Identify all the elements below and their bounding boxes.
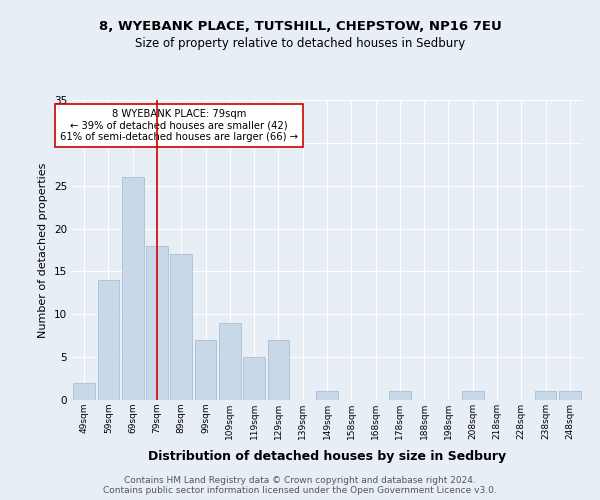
Text: Size of property relative to detached houses in Sedbury: Size of property relative to detached ho…	[135, 38, 465, 51]
Bar	[243, 357, 265, 400]
Y-axis label: Number of detached properties: Number of detached properties	[38, 162, 49, 338]
X-axis label: Distribution of detached houses by size in Sedbury: Distribution of detached houses by size …	[148, 450, 506, 464]
Bar	[389, 392, 411, 400]
Bar	[122, 177, 143, 400]
Text: 8, WYEBANK PLACE, TUTSHILL, CHEPSTOW, NP16 7EU: 8, WYEBANK PLACE, TUTSHILL, CHEPSTOW, NP…	[98, 20, 502, 33]
Bar	[73, 383, 95, 400]
Bar	[268, 340, 289, 400]
Bar	[559, 392, 581, 400]
Bar	[316, 392, 338, 400]
Bar	[535, 392, 556, 400]
Text: 8 WYEBANK PLACE: 79sqm
← 39% of detached houses are smaller (42)
61% of semi-det: 8 WYEBANK PLACE: 79sqm ← 39% of detached…	[60, 109, 298, 142]
Bar	[219, 323, 241, 400]
Text: Contains HM Land Registry data © Crown copyright and database right 2024.
Contai: Contains HM Land Registry data © Crown c…	[103, 476, 497, 495]
Bar	[462, 392, 484, 400]
Bar	[194, 340, 217, 400]
Bar	[146, 246, 168, 400]
Bar	[97, 280, 119, 400]
Bar	[170, 254, 192, 400]
